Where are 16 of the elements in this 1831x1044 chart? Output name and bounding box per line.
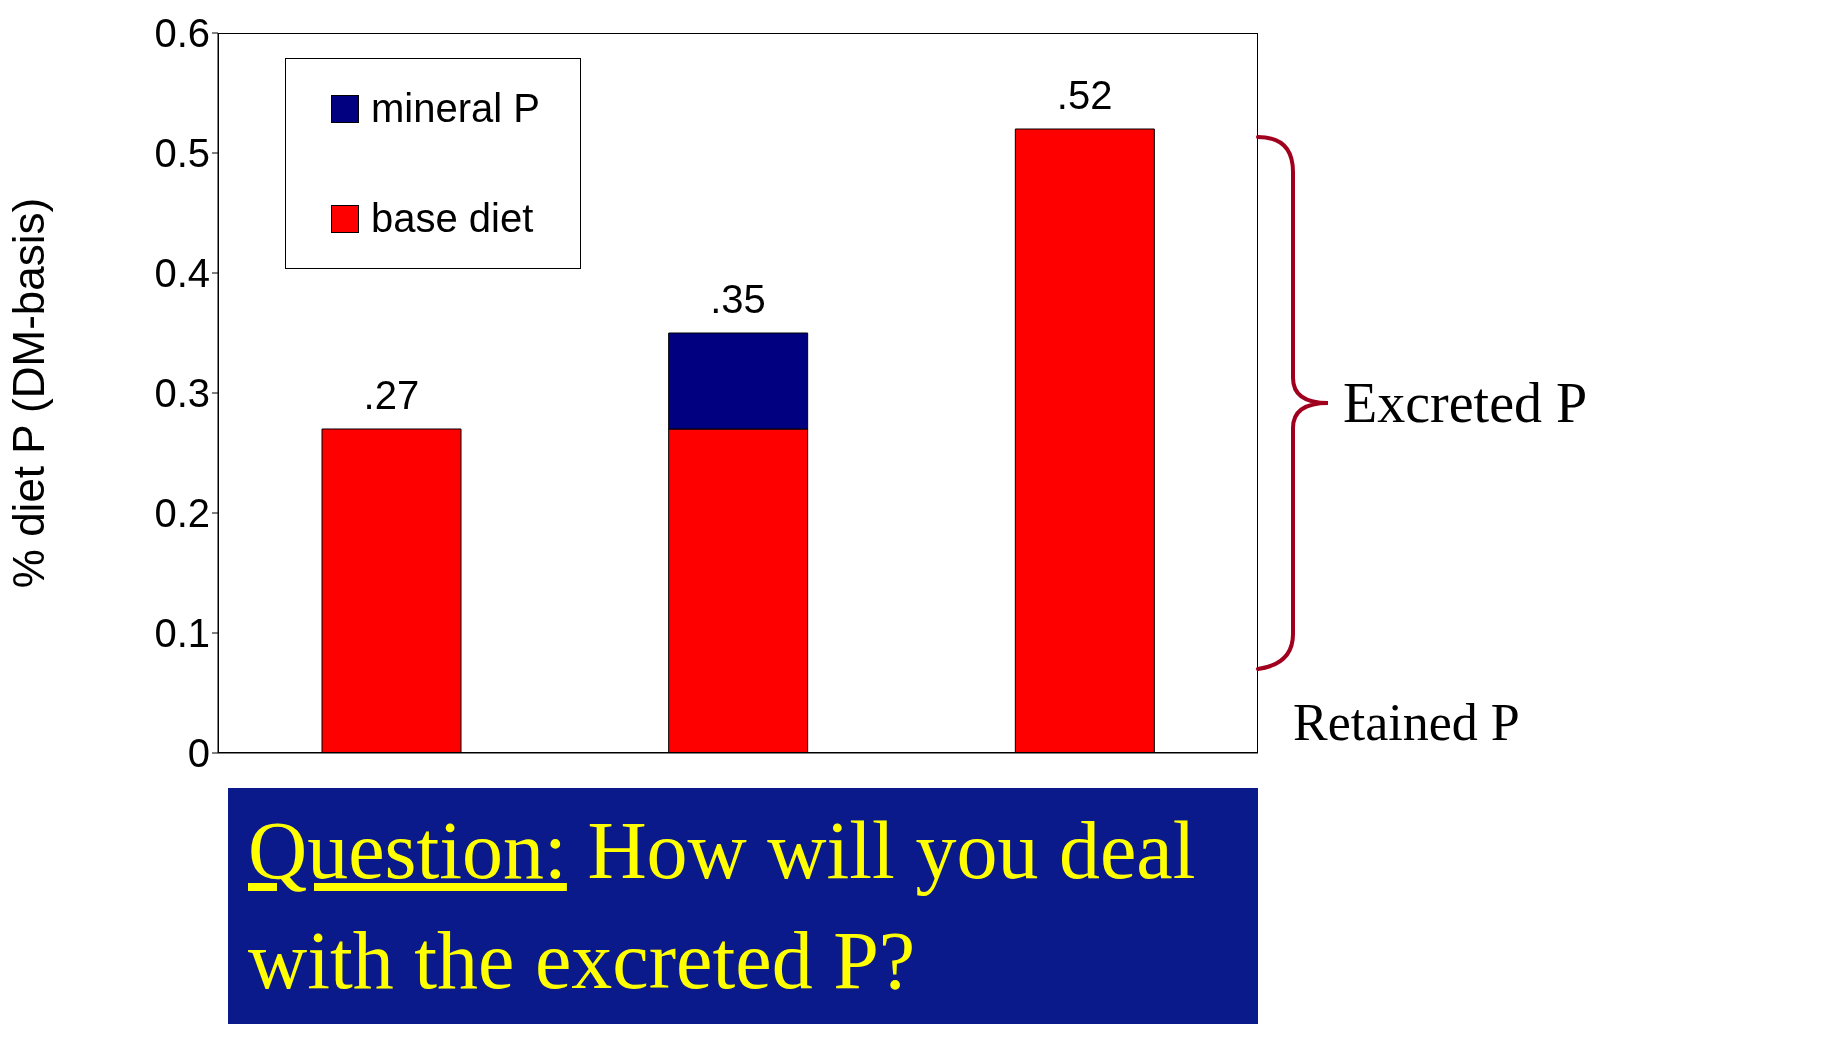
y-axis-title: % diet P (DM-basis) [3,197,53,589]
y-tick-label: 0.2 [154,491,210,536]
y-tick-label: 0.5 [154,131,210,176]
legend-label: mineral P [371,86,540,131]
y-tick-label: 0.1 [154,611,210,656]
text: Excreted P [1343,371,1588,435]
total-label: .52 [1055,73,1114,118]
text: Retained P [1293,693,1520,752]
y-tick-label: 0.6 [154,11,210,56]
y-tick-label: 0.3 [154,371,210,416]
y-tick-label: 0 [187,731,210,776]
total-label: .35 [709,277,767,322]
legend-label: base diet [371,196,534,241]
text: Question: How will you deal with the excreted P? [228,788,1258,1024]
y-tick-label: 0.4 [154,251,210,296]
total-label: .27 [362,373,421,418]
